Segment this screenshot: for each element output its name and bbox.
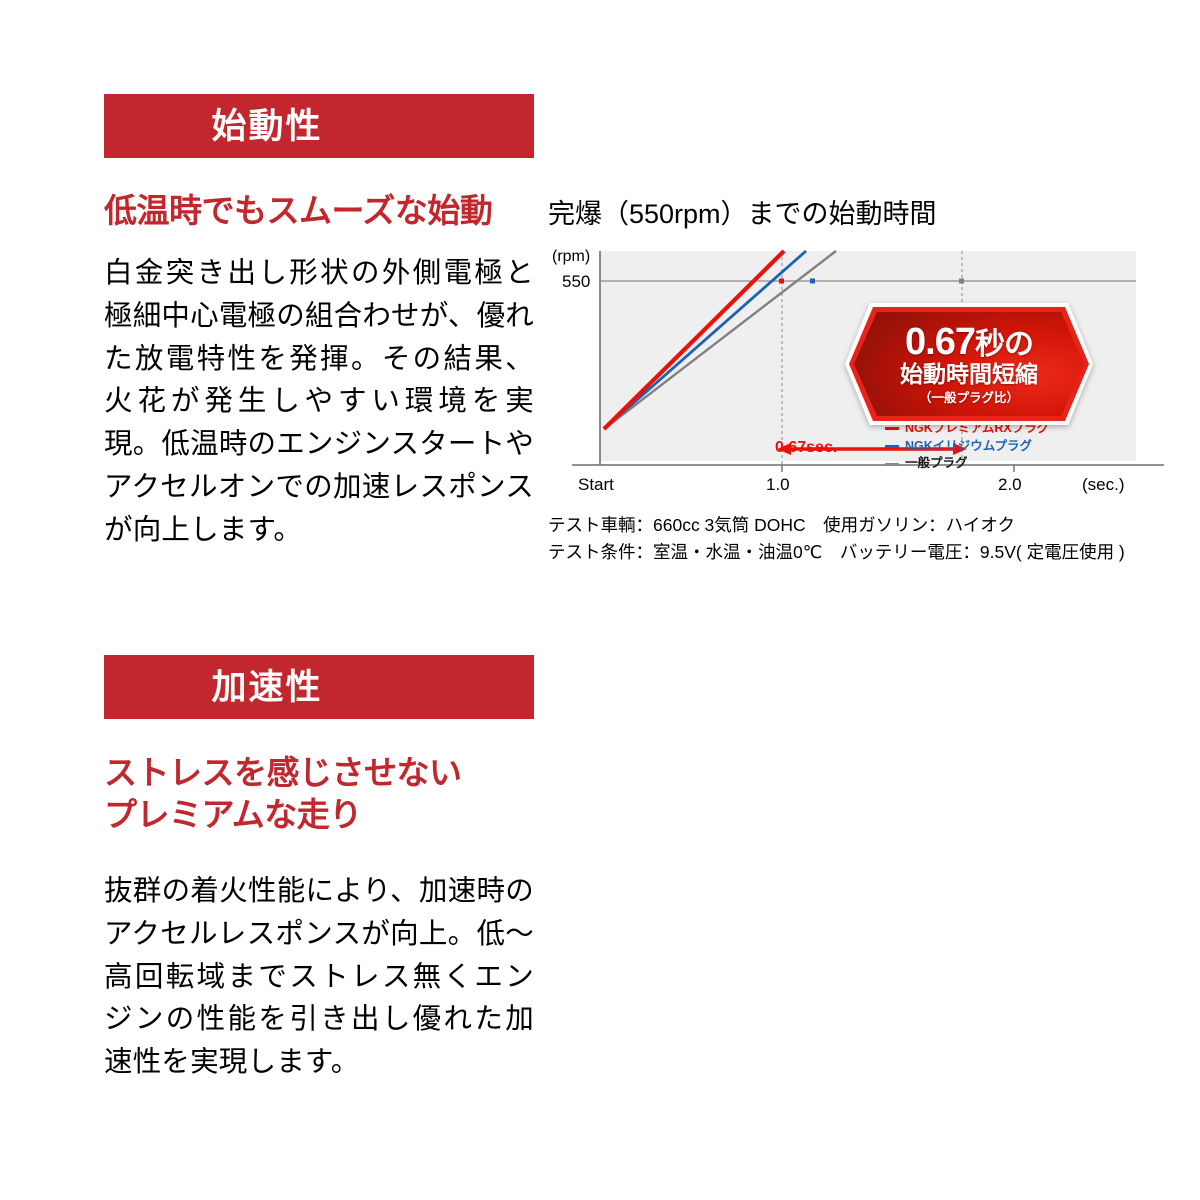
category-bar-acceleration: 加速性: [104, 655, 534, 719]
category-label: 始動性: [211, 106, 323, 146]
legend-item-standard: 一般プラグ: [885, 456, 1049, 472]
legend-item-iridium: NGKイリジウムプラグ: [885, 439, 1049, 455]
section-acceleration: 加速性 ストレスを感じさせない プレミアムな走り 抜群の着火性能により、加速時の…: [0, 600, 1200, 1200]
category-bar: 始動性: [104, 94, 534, 158]
highlight-badge-startability: 0.67秒の 始動時間短縮 （一般プラグ比）: [845, 303, 1093, 425]
series-line-rx: [602, 249, 786, 431]
chart-block-startability: 完爆（550rpm）までの始動時間: [548, 192, 1188, 566]
chart-caption-startability: テスト車輌：660cc 3気筒 DOHC 使用ガソリン：ハイオク テスト条件：室…: [548, 515, 1125, 563]
x-tick-label-2: 2.0: [998, 475, 1022, 494]
chart-legend-startability: NGKプレミアムRXプラグ NGKイリジウムプラグ 一般プラグ: [885, 421, 1049, 474]
body-text-startability: 白金突き出し形状の外側電極と極細中心電極の組合わせが、優れた放電特性を発揮。その…: [104, 252, 534, 551]
badge-value: 0.67: [905, 320, 976, 363]
crossing-dot-rx: [779, 278, 784, 284]
delta-arrow-head-right: [953, 443, 967, 455]
chart-title: 完爆（550rpm）までの始動時間: [548, 199, 937, 229]
badge-value-line: 0.67秒の: [905, 320, 1034, 363]
badge-unit: 秒の: [974, 327, 1034, 361]
y-axis-unit-label: (rpm): [552, 248, 590, 265]
body-text-acceleration: 抜群の着火性能により、加速時のアクセルレスポンスが向上。低〜高回転域までストレス…: [104, 870, 534, 1084]
crossing-dot-iridium: [810, 278, 815, 284]
delta-arrow-head-left: [777, 443, 791, 455]
body-paragraph: 抜群の着火性能により、加速時のアクセルレスポンスが向上。低〜高回転域までストレス…: [104, 875, 534, 1078]
x-axis-unit-label: (sec.): [1082, 475, 1125, 494]
badge-subtitle: 始動時間短縮: [900, 361, 1038, 388]
x-tick-label-1: 1.0: [766, 475, 790, 494]
crossing-dot-standard: [959, 278, 964, 284]
badge-note: （一般プラグ比）: [918, 390, 1019, 405]
category-label: 加速性: [211, 667, 323, 707]
lead-heading-acceleration: ストレスを感じさせない プレミアムな走り: [104, 752, 534, 836]
y-tick-label-550: 550: [562, 272, 590, 291]
delta-label: 0.67sec.: [775, 439, 838, 456]
category-bar: 加速性: [104, 655, 534, 719]
series-line-standard: [603, 250, 837, 430]
lead-heading: ストレスを感じさせない プレミアムな走り: [104, 754, 462, 834]
legend-swatch-iridium-icon: [885, 444, 899, 448]
lead-heading: 低温時でもスムーズな始動: [104, 192, 493, 229]
legend-label-iridium: NGKイリジウムプラグ: [905, 438, 1033, 453]
body-paragraph: 白金突き出し形状の外側電極と極細中心電極の組合わせが、優れた放電特性を発揮。その…: [104, 257, 534, 546]
legend-label-standard: 一般プラグ: [905, 456, 968, 471]
legend-swatch-standard-icon: [885, 462, 899, 466]
section-startability: 始動性 低温時でもスムーズな始動 白金突き出し形状の外側電極と極細中心電極の組合…: [104, 94, 1188, 566]
legend-swatch-rx-icon: [885, 427, 899, 431]
x-tick-label-start: Start: [578, 475, 614, 494]
chart-figure-startability: (rpm) 550 Start 1.0 2.0 (sec.) 0.67sec. …: [548, 243, 1188, 498]
series-line-iridium: [603, 249, 807, 431]
lead-heading-startability: 低温時でもスムーズな始動: [104, 190, 534, 232]
badge-face: 0.67秒の 始動時間短縮 （一般プラグ比）: [854, 312, 1084, 416]
category-bar-startability: 始動性: [104, 94, 534, 158]
